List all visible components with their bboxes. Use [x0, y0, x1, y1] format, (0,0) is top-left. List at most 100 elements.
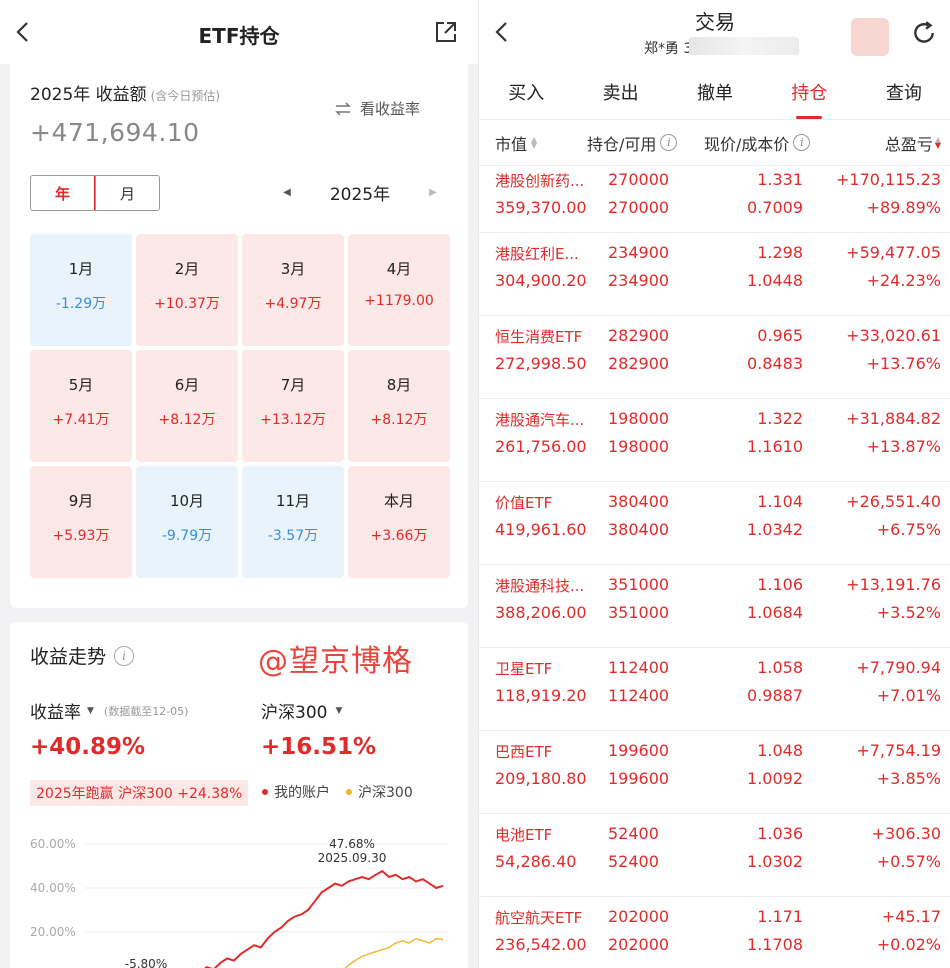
market-value: 388,206.00 [495, 603, 587, 622]
holding-row[interactable]: 港股创新药... 359,370.00 270000 270000 1.331 0.700… [479, 166, 950, 233]
col-market-value-label: 市值 [495, 134, 528, 154]
month-cell[interactable]: 4月 +1179.00 [348, 234, 450, 346]
month-cell[interactable]: 8月 +8.12万 [348, 350, 450, 462]
holding-name: 港股红利E... [495, 245, 579, 263]
month-label: 8月 [386, 376, 412, 394]
col-price-label: 现价/成本价 [704, 134, 790, 154]
month-cell[interactable]: 2月 +10.37万 [136, 234, 238, 346]
market-value: 419,961.60 [495, 520, 587, 539]
total-pnl: +31,884.82 [846, 409, 941, 428]
month-cell[interactable]: 5月 +7.41万 [30, 350, 132, 462]
tab-2[interactable]: 撤单 [697, 82, 734, 104]
cost-price: 0.8483 [747, 354, 803, 373]
holding-row[interactable]: 价值ETF 419,961.60 380400 380400 1.104 1.0342 +2… [479, 482, 950, 565]
month-cell[interactable]: 11月 -3.57万 [242, 466, 344, 578]
view-rate-button[interactable]: 看收益率 [334, 98, 420, 119]
avatar[interactable] [851, 18, 889, 56]
month-label: 11月 [275, 492, 311, 510]
market-value: 54,286.40 [495, 852, 577, 871]
refresh-icon[interactable] [911, 20, 937, 46]
legend-dot-mine [262, 789, 268, 795]
cost-price: 1.0092 [747, 769, 803, 788]
month-profit: -9.79万 [161, 528, 213, 544]
cost-price: 0.9887 [747, 686, 803, 705]
trade-tabs: 买入 卖出 撤单 持仓 查询 [479, 64, 950, 120]
back-icon[interactable] [12, 20, 36, 44]
rate-selector[interactable]: 收益率 ▼ (数据截至12-05) [30, 698, 188, 723]
tab-0[interactable]: 买入 [508, 82, 545, 104]
prev-year-icon[interactable]: ◀ [283, 186, 291, 198]
account-name: 郑*勇 3 [644, 41, 693, 57]
sort-desc-icon: ▲ ▼ [934, 134, 941, 150]
holding-row[interactable]: 港股通科技... 388,206.00 351000 351000 1.106 1.068… [479, 565, 950, 648]
month-label: 4月 [386, 260, 412, 278]
current-price: 1.331 [757, 170, 803, 189]
position-qty: 380400 [608, 492, 670, 511]
total-pnl: +306.30 [871, 824, 941, 843]
month-cell[interactable]: 9月 +5.93万 [30, 466, 132, 578]
position-qty: 234900 [608, 243, 670, 262]
tab-1[interactable]: 卖出 [602, 82, 639, 104]
holding-row[interactable]: 港股红利E... 304,900.20 234900 234900 1.298 1.044… [479, 233, 950, 316]
total-pnl: +45.17 [881, 907, 941, 926]
dropdown-icon: ▼ [87, 705, 94, 716]
monthly-profit-grid: 1月 -1.29万 2月 +10.37万 3月 +4.97万 4月 +1179.00 5月 +7.… [30, 234, 451, 580]
total-pnl: +170,115.23 [835, 170, 941, 189]
holding-row[interactable]: 港股通汽车... 261,756.00 198000 198000 1.322 1.161… [479, 399, 950, 482]
month-cell[interactable]: 3月 +4.97万 [242, 234, 344, 346]
month-label: 7月 [280, 376, 306, 394]
etf-holdings-pane: ETF持仓 2025年 收益额 (含今日预估) 看收益率 +471,694.10 … [0, 0, 478, 968]
min-value-label: -5.80% [125, 957, 167, 968]
pnl-percent: +13.76% [866, 354, 941, 373]
holding-row[interactable]: 航空航天ETF 236,542.00 202000 202000 1.171 1.1708… [479, 897, 950, 968]
y-tick-label: 40.00% [30, 881, 76, 895]
col-total-pnl-label: 总盈亏 [884, 134, 933, 154]
view-rate-label: 看收益率 [360, 100, 421, 118]
yearly-profit-card: 2025年 收益额 (含今日预估) 看收益率 +471,694.10 年 月 ◀ … [10, 64, 468, 608]
benchmark-selector[interactable]: 沪深300 ▼ [261, 698, 342, 723]
col-total-pnl[interactable]: 总盈亏 ▲ ▼ [885, 131, 941, 155]
position-qty: 282900 [608, 326, 670, 345]
legend-dot-bench [346, 789, 352, 795]
holding-row[interactable]: 巴西ETF 209,180.80 199600 199600 1.048 1.0092 +7… [479, 731, 950, 814]
current-price: 1.171 [757, 907, 803, 926]
available-qty: 270000 [608, 198, 670, 217]
month-cell[interactable]: 6月 +8.12万 [136, 350, 238, 462]
profit-title-text: 2025年 收益额 [30, 85, 147, 105]
chart-legend: 我的账户 沪深300 [262, 782, 413, 802]
month-cell[interactable]: 10月 -9.79万 [136, 466, 238, 578]
month-cell[interactable]: 本月 +3.66万 [348, 466, 450, 578]
info-icon[interactable]: i [660, 134, 678, 151]
month-label: 3月 [280, 260, 306, 278]
info-icon[interactable]: i [114, 645, 135, 666]
month-cell[interactable]: 1月 -1.29万 [30, 234, 132, 346]
cost-price: 1.1610 [747, 437, 803, 456]
info-icon[interactable]: i [793, 134, 811, 151]
month-label: 1月 [68, 260, 94, 278]
pnl-percent: +3.85% [876, 769, 941, 788]
total-pnl: +7,754.19 [856, 741, 941, 760]
tab-4[interactable]: 查询 [885, 82, 922, 104]
holding-row[interactable]: 恒生消费ETF 272,998.50 282900 282900 0.965 0.8483… [479, 316, 950, 399]
col-market-value[interactable]: 市值 ▲ ▼ [495, 131, 537, 155]
month-profit: +7.41万 [52, 412, 110, 428]
tab-3[interactable]: 持仓 [762, 64, 856, 119]
segment-year[interactable]: 年 [31, 176, 95, 210]
available-qty: 202000 [608, 935, 670, 954]
share-icon[interactable] [434, 20, 458, 44]
holding-row[interactable]: 电池ETF 54,286.40 52400 52400 1.036 1.0302 +306.… [479, 814, 950, 897]
available-qty: 52400 [608, 852, 659, 871]
available-qty: 282900 [608, 354, 670, 373]
month-cell[interactable]: 7月 +13.12万 [242, 350, 344, 462]
segment-month[interactable]: 月 [95, 176, 159, 210]
next-year-icon[interactable]: ▶ [429, 186, 437, 198]
total-pnl: +13,191.76 [846, 575, 941, 594]
period-segment: 年 月 [30, 175, 160, 211]
back-icon[interactable] [491, 20, 515, 44]
holding-row[interactable]: 卫星ETF 118,919.20 112400 112400 1.058 0.9887 +7… [479, 648, 950, 731]
holding-name: 卫星ETF [495, 660, 553, 678]
position-qty: 199600 [608, 741, 670, 760]
outperform-badge: 2025年跑赢 沪深300 +24.38% [30, 780, 249, 806]
holding-name: 港股通科技... [495, 577, 585, 595]
month-profit: +8.12万 [158, 412, 216, 428]
